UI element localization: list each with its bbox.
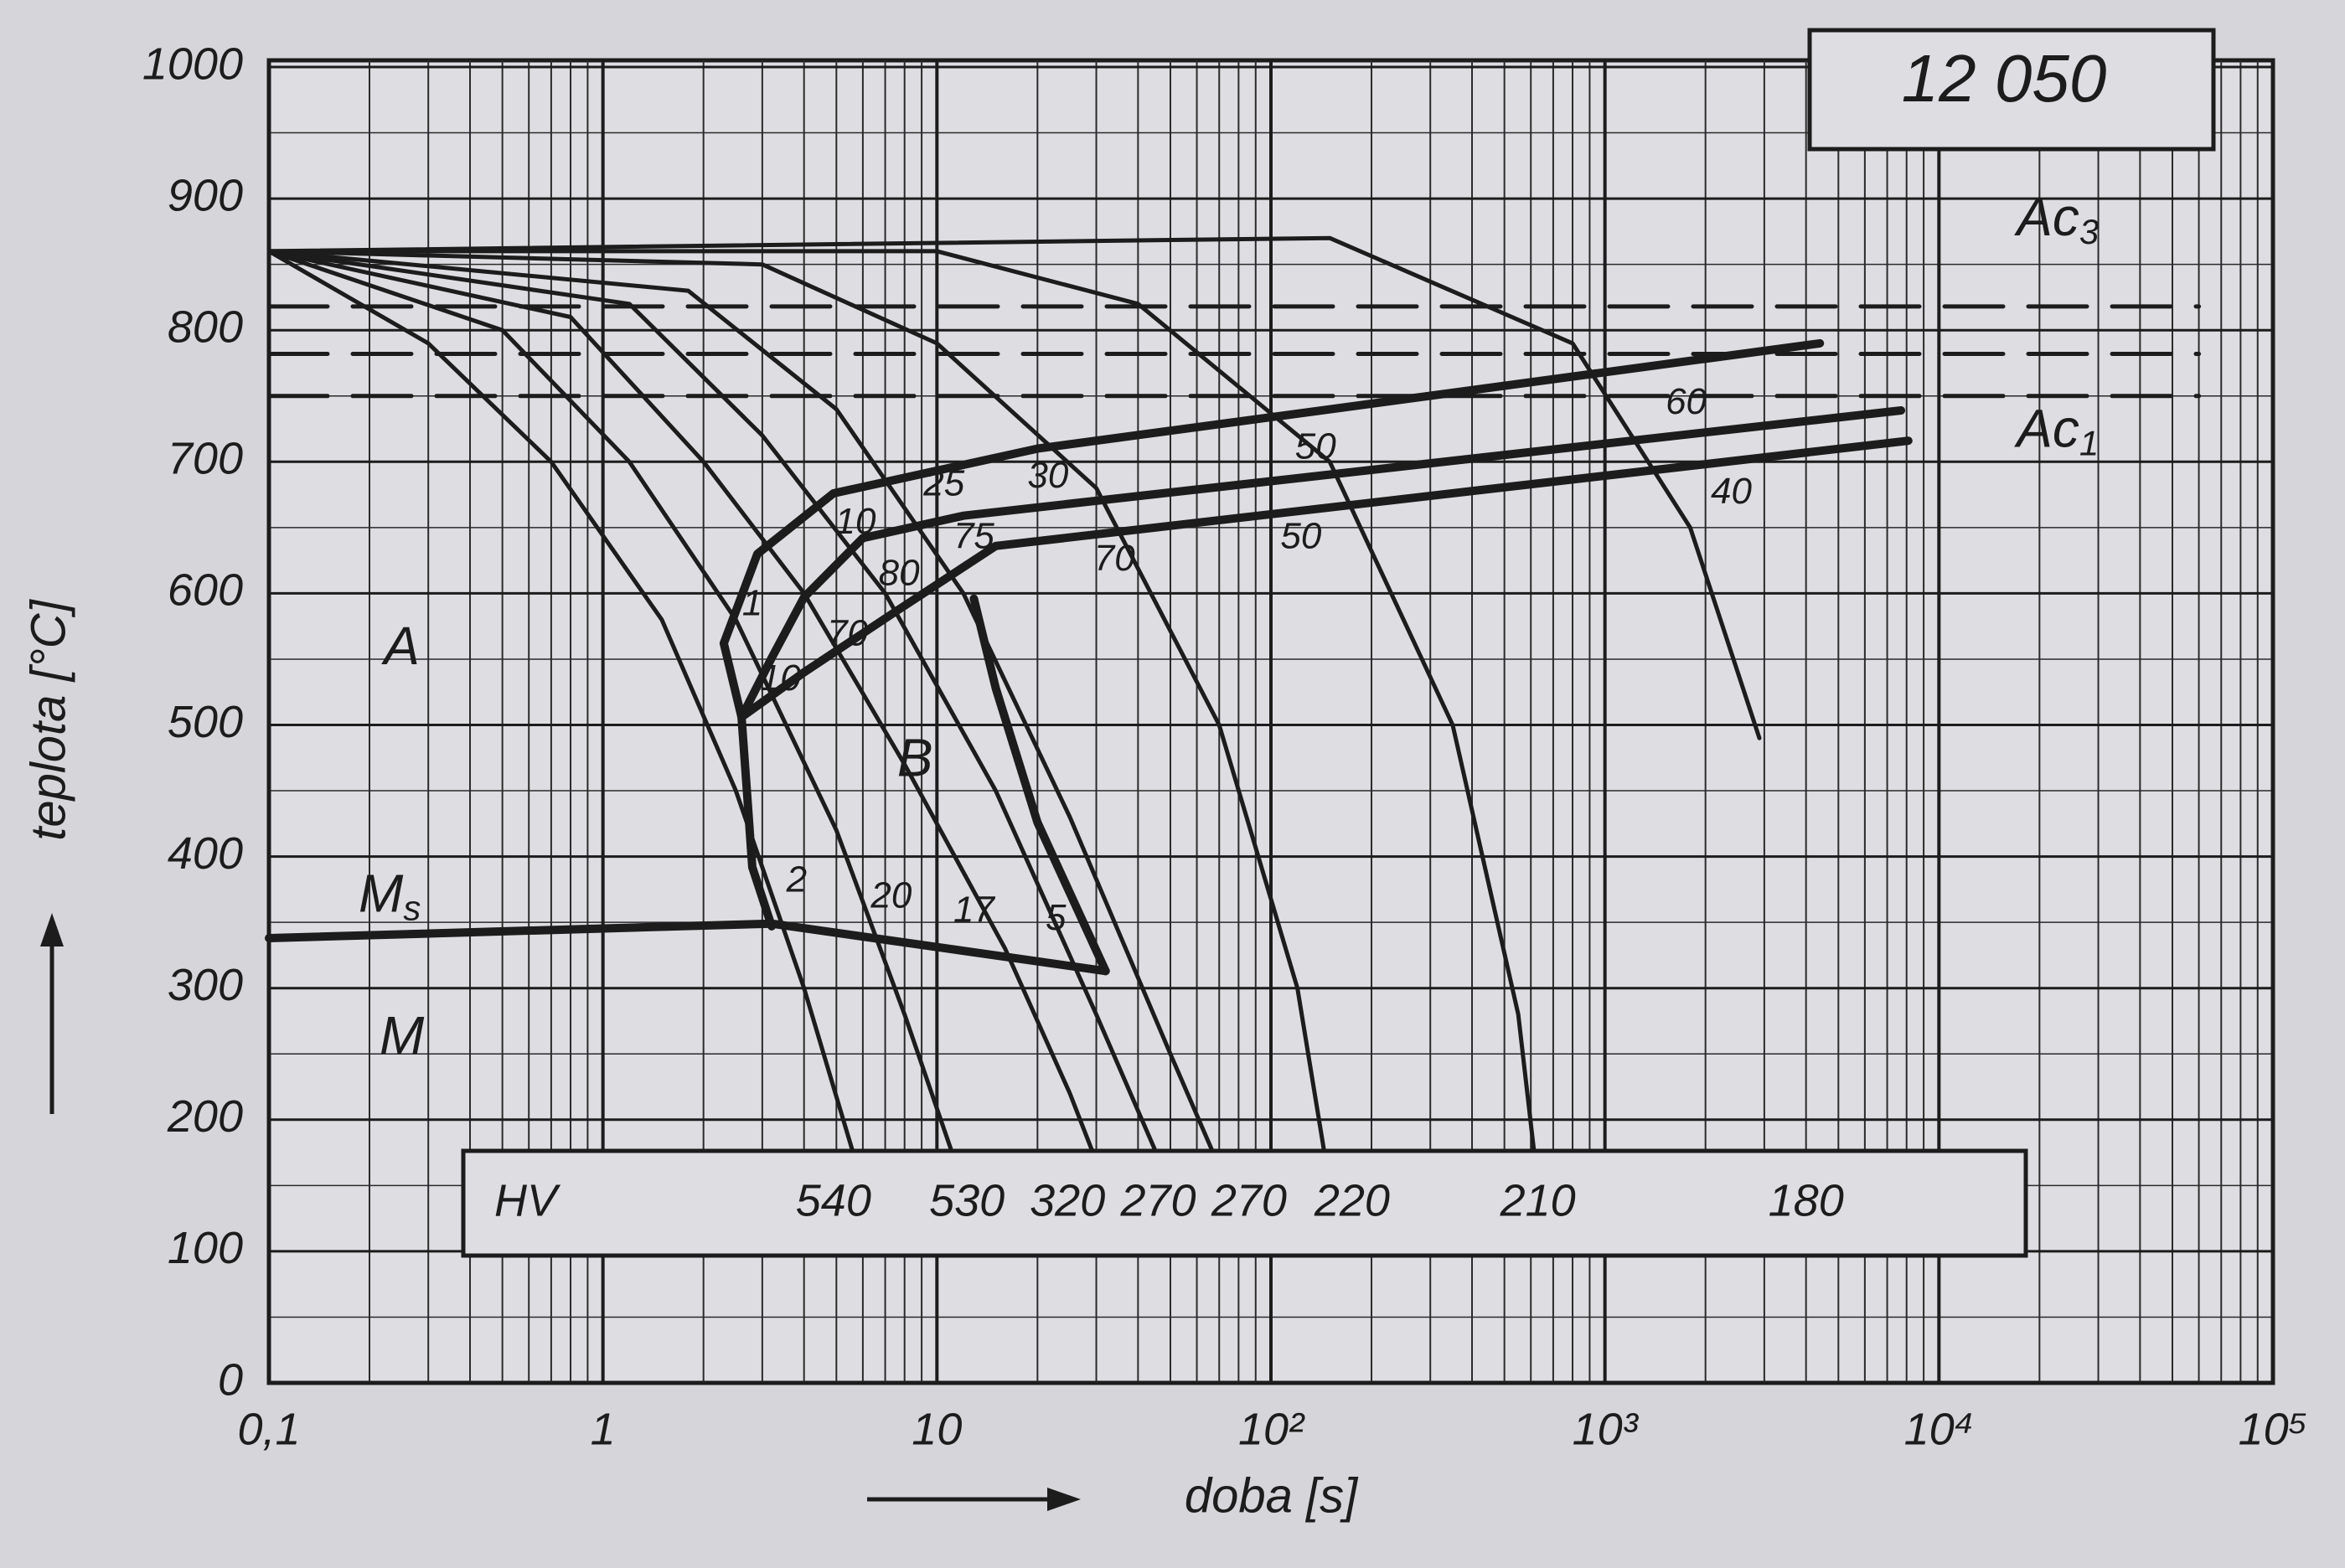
annotation-subscript: 3 [2079,212,2099,251]
chart: 12 050 HV 010020030040050060070080090010… [0,0,2345,1568]
y-tick-label: 400 [168,828,243,879]
annotation-text: 50 [1295,426,1336,467]
annotation: 2 [786,859,807,900]
annotation-text: 5 [1046,897,1067,938]
annotation-subscript: s [403,888,421,927]
annotation: 50 [1295,426,1336,467]
annotation-text: 30 [1027,455,1068,496]
annotation: 10 [760,658,801,699]
annotation: 25 [922,462,964,503]
hv-value: 530 [929,1175,1005,1225]
annotation: 50 [1280,515,1321,556]
hv-value: 180 [1769,1175,1844,1225]
x-tick-label: 10² [1238,1404,1305,1454]
annotation: B [897,727,933,787]
annotation-subscript: 1 [2079,424,2099,463]
hv-label: HV [494,1175,561,1225]
annotation: 75 [953,515,994,556]
annotation: 40 [1711,471,1752,512]
annotation: 20 [870,874,912,916]
x-axis-title: doba [s] [1185,1468,1359,1523]
annotation-text: 20 [870,874,912,916]
annotation: 70 [1094,538,1135,579]
chart-title: 12 050 [1902,41,2107,116]
hv-value: 270 [1211,1175,1287,1225]
y-tick-label: 200 [167,1091,243,1142]
y-tick-label: 700 [168,434,243,484]
annotation: 10 [835,501,876,542]
annotation-text: 17 [953,889,995,930]
x-tick-label: 10³ [1573,1404,1640,1454]
annotation-text: 60 [1666,381,1707,422]
annotation: 1 [742,582,762,623]
y-axis-title: teplota [°C] [21,598,75,840]
annotation-text: A [380,616,420,676]
y-tick-label: 600 [168,565,243,616]
annotation: A [380,616,420,676]
annotation-text: Ac [2013,399,2079,459]
annotation: 80 [879,552,920,593]
annotation-text: Ac [2013,187,2079,247]
x-tick-label: 0,1 [237,1404,300,1454]
y-tick-label: 0 [218,1354,243,1405]
y-tick-label: 300 [168,960,243,1010]
annotation-text: 1 [742,582,762,623]
y-tick-label: 900 [168,170,243,220]
hv-value: 220 [1314,1175,1390,1225]
annotation-text: M [380,1005,425,1065]
page: 12 050 HV 010020030040050060070080090010… [0,0,2345,1568]
annotation-text: 25 [922,462,964,503]
annotation-text: 50 [1280,515,1321,556]
x-tick-label: 10 [912,1404,962,1454]
annotation-text: 10 [835,501,876,542]
y-tick-label: 1000 [142,39,243,89]
hv-value: 320 [1030,1175,1105,1225]
annotation: 70 [827,612,868,653]
y-tick-label: 500 [168,697,243,747]
hv-value: 210 [1500,1175,1576,1225]
annotation-text: 75 [953,515,994,556]
hv-value: 540 [796,1175,871,1225]
y-tick-label: 800 [168,302,243,352]
annotation-text: 80 [879,552,920,593]
hv-value: 270 [1119,1175,1196,1225]
y-tick-label: 100 [168,1223,243,1273]
annotation-text: 2 [786,859,807,900]
annotation-text: 40 [1711,471,1752,512]
annotation: 17 [953,889,995,930]
annotation: M [380,1005,425,1065]
x-tick-label: 10⁵ [2239,1404,2308,1454]
annotation: 5 [1046,897,1067,938]
annotation-text: B [897,727,933,787]
annotation-text: 70 [827,612,868,653]
x-tick-label: 1 [591,1404,616,1454]
annotation: 30 [1027,455,1068,496]
annotation-text: 10 [760,658,801,699]
annotation-text: 70 [1094,538,1135,579]
annotation-text: M [359,863,404,923]
x-tick-label: 10⁴ [1904,1404,1974,1454]
annotation: 60 [1666,381,1707,422]
